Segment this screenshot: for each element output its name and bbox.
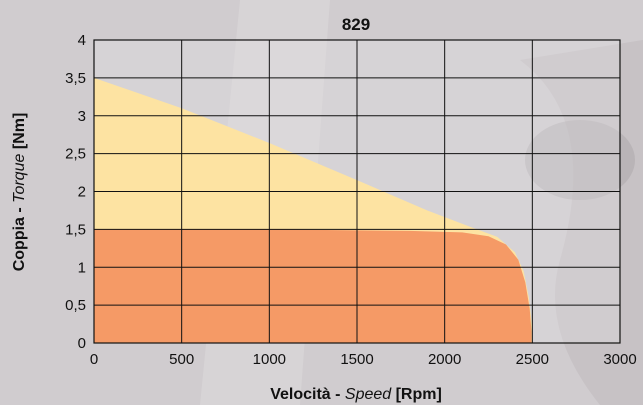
y-tick-label: 2,5 [65,146,86,163]
chart-title: 829 [342,15,370,34]
x-tick-label: 1500 [340,351,373,368]
y-tick-label: 0,5 [65,297,86,314]
x-tick-label: 1000 [253,351,286,368]
x-axis-label: Velocità - Speed [Rpm] [270,386,442,403]
x-tick-label: 0 [90,351,98,368]
x-tick-label: 500 [169,351,194,368]
y-axis-label: Coppia - Torque [Nm] [11,113,28,272]
plot-border [93,39,621,344]
area-series-2 [94,229,532,343]
x-tick-label: 3000 [603,351,636,368]
x-tick-label: 2500 [516,351,549,368]
y-tick-label: 3,5 [65,70,86,87]
y-tick-label: 4 [78,32,86,49]
y-tick-label: 2 [78,184,86,201]
y-tick-label: 0 [78,335,86,352]
x-tick-label: 2000 [428,351,461,368]
y-tick-label: 1,5 [65,221,86,238]
y-tick-label: 1 [78,259,86,276]
y-tick-label: 3 [78,108,86,125]
